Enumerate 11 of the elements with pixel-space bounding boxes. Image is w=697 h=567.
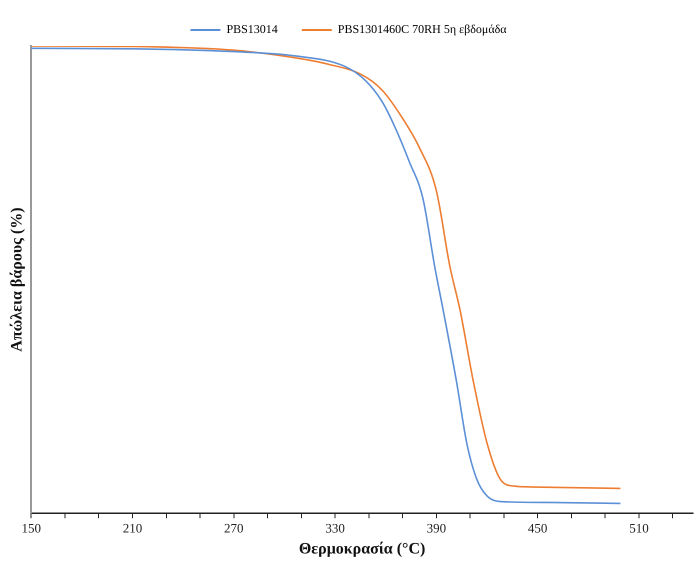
- legend-label: PBS1301460C 70RH 5η εβδομάδα: [338, 22, 508, 36]
- x-tick-label: 330: [325, 520, 345, 536]
- x-tick-label: 270: [224, 520, 244, 536]
- x-tick-label: 510: [629, 520, 649, 536]
- x-axis-title: Θερμοκρασία (°C): [298, 540, 426, 558]
- legend-label: PBS13014: [226, 22, 278, 36]
- x-tick-label: 390: [426, 520, 446, 536]
- x-tick-label: 150: [21, 520, 41, 536]
- y-axis-title: Απώλεια βάρους (%): [8, 207, 26, 352]
- x-tick-label: 450: [528, 520, 548, 536]
- x-tick-label: 210: [122, 520, 142, 536]
